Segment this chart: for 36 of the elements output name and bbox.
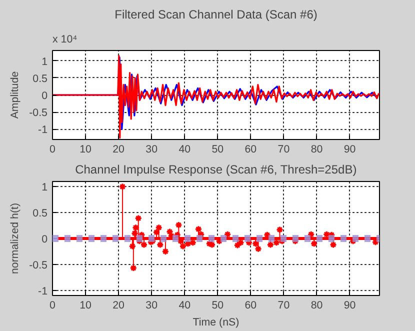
y-tick-label: -0.5: [29, 259, 48, 272]
chart-title: Filtered Scan Channel Data (Scan #6): [114, 8, 318, 22]
x-tick-label: 10: [80, 300, 92, 312]
x-axis-title: Time (nS): [192, 316, 240, 328]
y-axis-title: normalized h(t): [9, 202, 22, 274]
x-tick-label: 20: [112, 144, 125, 156]
x-tick-label: 30: [146, 300, 158, 312]
y-tick-label: 1: [42, 56, 48, 68]
x-tick-label: 10: [80, 144, 92, 156]
x-tick-label: 90: [344, 144, 356, 156]
y-tick-label: -1: [38, 285, 48, 298]
chart-title: Channel Impulse Response (Scan #6, Thresh=25dB): [75, 162, 357, 176]
x-tick-label: 30: [146, 144, 158, 156]
y-tick-label: 0.5: [32, 72, 48, 85]
x-tick-label: 40: [178, 300, 191, 312]
x-tick-label: 20: [112, 300, 125, 312]
x-tick-label: 0: [50, 300, 56, 312]
x-tick-label: 40: [178, 144, 191, 156]
y-tick-label: 0.5: [32, 208, 48, 220]
y-tick-label: 1: [42, 182, 48, 194]
x-tick-label: 70: [278, 300, 290, 312]
x-tick-label: 90: [344, 300, 356, 312]
x-tick-label: 60: [244, 300, 257, 312]
y-tick-label: -1: [38, 124, 48, 136]
x-tick-label: 50: [212, 144, 224, 156]
x-tick-label: 80: [310, 144, 323, 156]
x-tick-label: 0: [50, 144, 56, 156]
y-tick-label: 0: [42, 90, 48, 102]
x-tick-label: 50: [212, 300, 224, 312]
text: x 10⁴: [52, 34, 78, 46]
x-tick-label: 60: [244, 144, 257, 156]
x-tick-label: 70: [278, 144, 290, 156]
x-tick-label: 80: [310, 300, 323, 312]
y-axis-title: Amplitude: [9, 71, 22, 119]
y-tick-label: 0: [42, 234, 48, 246]
y-tick-label: -0.5: [29, 107, 48, 120]
